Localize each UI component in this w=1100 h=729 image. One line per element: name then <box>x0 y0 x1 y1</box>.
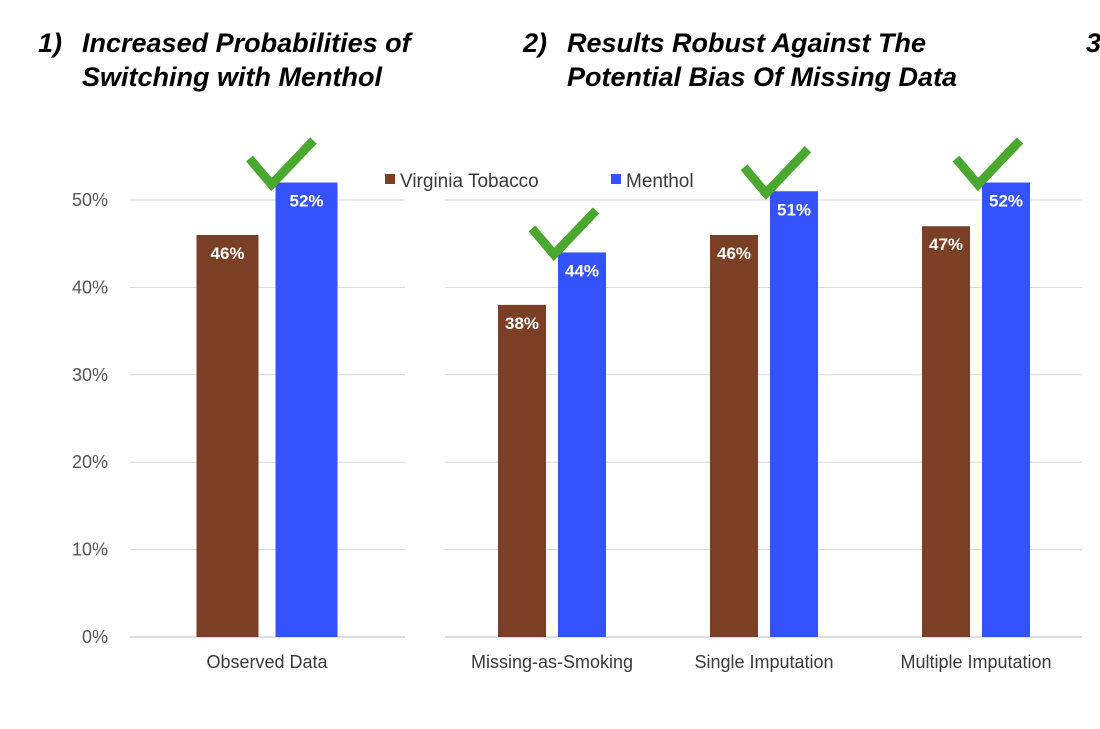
legend-label-menthol: Menthol <box>626 171 694 192</box>
labels: 0% 10% 20% 30% 40% 50% 46% 52% Observed Data 38% 4… <box>72 190 1052 672</box>
data-label: 46% <box>210 244 244 263</box>
heading-1-text: Increased Probabilities of Switching wit… <box>82 26 411 94</box>
heading-3-number: 3 <box>1086 28 1100 58</box>
y-tick-label: 40% <box>72 277 108 297</box>
category-label: Multiple Imputation <box>900 652 1051 672</box>
heading-1-number: 1) <box>38 28 63 58</box>
checkmark-icon <box>246 137 317 192</box>
category-label: Missing-as-Smoking <box>471 652 633 672</box>
checkmark-icon <box>740 146 812 200</box>
y-tick-label: 0% <box>82 627 108 647</box>
heading-1-line-1: Increased Probabilities of <box>82 28 411 58</box>
data-label: 46% <box>717 244 751 263</box>
bar-menthol <box>770 191 818 637</box>
heading-1-line-2: Switching with Menthol <box>82 62 382 92</box>
legend-swatch-menthol <box>611 174 621 184</box>
legend-label-virginia-tobacco: Virginia Tobacco <box>400 171 539 192</box>
data-label: 44% <box>565 261 599 280</box>
y-tick-label: 50% <box>72 190 108 210</box>
bar-menthol <box>275 182 338 637</box>
heading-2-line-2: Potential Bias Of Missing Data <box>567 62 958 92</box>
bar-virginia-tobacco <box>196 234 259 637</box>
bar-virginia-tobacco <box>498 304 546 637</box>
bar-virginia-tobacco <box>710 234 758 637</box>
y-tick-label: 30% <box>72 365 108 385</box>
checkmark-icon <box>952 137 1024 192</box>
heading-2-text: Results Robust Against The Potential Bia… <box>567 26 957 94</box>
y-tick-label: 20% <box>72 452 108 472</box>
heading-2-line-1: Results Robust Against The <box>567 28 927 58</box>
data-label: 52% <box>989 192 1023 211</box>
data-label: 51% <box>777 200 811 219</box>
bar-menthol <box>558 252 606 637</box>
checkmark-icon <box>528 207 600 262</box>
checkmarks <box>246 137 1024 262</box>
bar-menthol <box>982 182 1030 637</box>
legend: Virginia Tobacco Menthol <box>385 171 694 192</box>
legend-swatch-virginia-tobacco <box>385 174 395 184</box>
category-label: Single Imputation <box>694 652 833 672</box>
data-label: 52% <box>289 192 323 211</box>
bar-virginia-tobacco <box>922 226 970 637</box>
data-label: 38% <box>505 314 539 333</box>
y-tick-label: 10% <box>72 540 108 560</box>
bars <box>196 182 1030 637</box>
category-label: Observed Data <box>206 652 328 672</box>
gridlines <box>130 199 1082 638</box>
data-label: 47% <box>929 235 963 254</box>
heading-2-number: 2) <box>523 28 548 58</box>
